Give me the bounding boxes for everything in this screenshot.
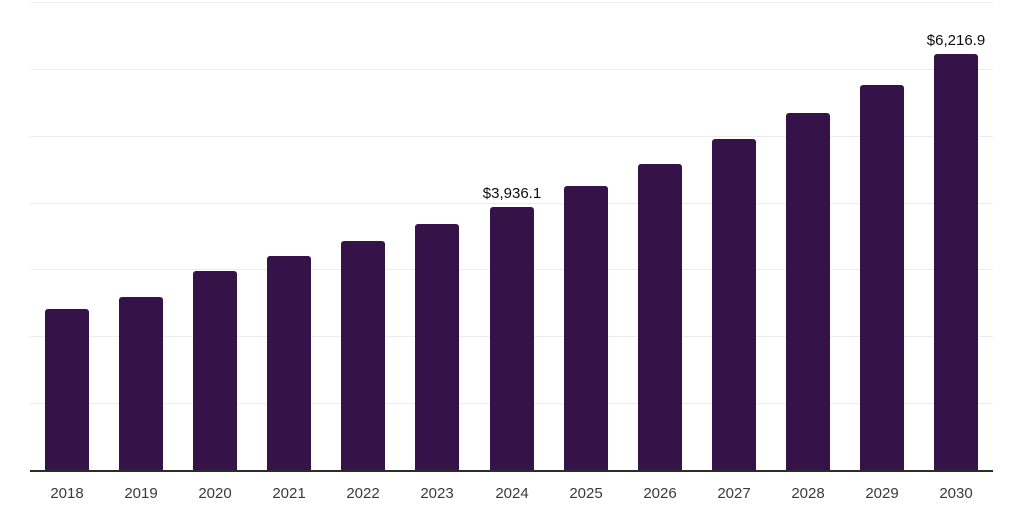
bar-2020	[193, 271, 237, 470]
bar-2030	[934, 54, 978, 470]
bar-2025	[564, 186, 608, 470]
x-tick-label: 2019	[124, 485, 158, 502]
bar-value-label: $3,936.1	[482, 185, 542, 202]
x-tick-label: 2018	[50, 485, 84, 502]
x-tick-label: 2020	[198, 485, 232, 502]
x-tick-label: 2022	[346, 485, 380, 502]
bar-2022	[341, 241, 385, 470]
x-tick-label: 2024	[495, 485, 529, 502]
x-tick-label: 2023	[420, 485, 454, 502]
gridline	[30, 203, 993, 204]
bar-2028	[786, 113, 830, 470]
x-tick-label: 2021	[272, 485, 306, 502]
x-tick-label: 2029	[865, 485, 899, 502]
x-tick-label: 2027	[717, 485, 751, 502]
bar-2027	[712, 139, 756, 470]
x-tick-label: 2025	[569, 485, 603, 502]
bar-2029	[860, 85, 904, 470]
x-axis-line	[30, 470, 993, 472]
bar-2023	[415, 224, 459, 470]
gridline	[30, 69, 993, 70]
bar-2021	[267, 256, 311, 470]
bar-2019	[119, 297, 163, 470]
gridline	[30, 2, 993, 3]
bar-2026	[638, 164, 682, 470]
x-tick-label: 2030	[939, 485, 973, 502]
x-tick-label: 2026	[643, 485, 677, 502]
bar-value-label: $6,216.9	[926, 32, 986, 49]
gridline	[30, 136, 993, 137]
bar-2018	[45, 309, 89, 470]
x-tick-label: 2028	[791, 485, 825, 502]
bar-2024	[490, 207, 534, 470]
